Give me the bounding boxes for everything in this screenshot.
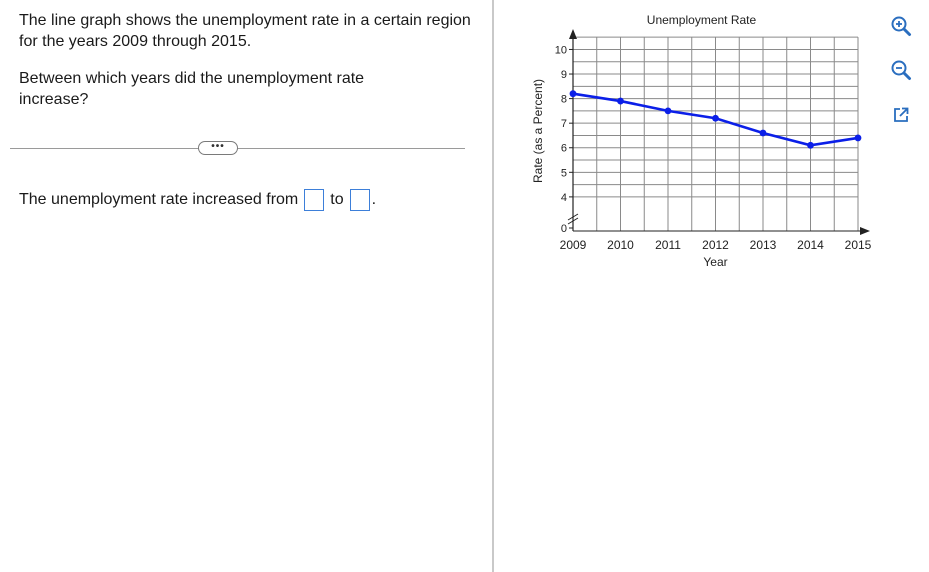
popout-button[interactable]	[889, 103, 913, 127]
y-axis-label: Rate (as a Percent)	[531, 79, 545, 183]
x-tick-label: 2013	[750, 238, 777, 252]
x-tick-label: 2014	[797, 238, 824, 252]
x-tick-label: 2015	[845, 238, 872, 252]
zoom-out-icon	[891, 60, 911, 80]
chart-container: 0 4 5 6 7 8 9 10 2009 2010 2011 2012 2013 2014 2015 Une…	[500, 0, 880, 290]
axis-break-mark	[567, 213, 579, 221]
answer-input-start-year[interactable]	[304, 189, 325, 211]
x-axis-label: Year	[703, 255, 727, 269]
x-tick-label: 2010	[607, 238, 634, 252]
answer-middle: to	[330, 191, 344, 208]
answer-prefix: The unemployment rate increased from	[19, 191, 299, 208]
x-tick-label: 2012	[702, 238, 729, 252]
zoom-out-button[interactable]	[889, 58, 913, 82]
y-tick-label: 9	[561, 69, 567, 81]
y-tick-label: 0	[561, 223, 567, 235]
data-point	[854, 134, 862, 142]
answer-input-end-year[interactable]	[349, 189, 370, 211]
y-axis-arrow	[569, 29, 577, 39]
y-tick-label: 7	[561, 118, 567, 130]
y-tick-label: 10	[555, 44, 567, 56]
axis-break-mark	[567, 217, 579, 225]
question-text: The line graph shows the unemployment ra…	[19, 12, 471, 50]
data-point	[617, 97, 624, 105]
y-tick-label: 8	[561, 94, 567, 106]
question-pane: The line graph shows the unemployment ra…	[10, 12, 471, 213]
answer-suffix: .	[371, 191, 377, 208]
question-prompt: Between which years did the unemployment…	[19, 70, 365, 108]
more-button[interactable]: •••	[198, 141, 238, 155]
data-point	[759, 129, 767, 137]
zoom-in-icon	[891, 16, 911, 36]
zoom-in-button[interactable]	[889, 14, 913, 38]
y-tick-label: 6	[561, 143, 567, 155]
y-tick-label: 4	[561, 192, 567, 204]
x-axis-arrow	[860, 227, 870, 235]
x-tick-label: 2009	[560, 238, 587, 252]
data-point	[569, 90, 577, 98]
pane-divider[interactable]	[492, 0, 494, 572]
data-point	[807, 141, 814, 149]
unemployment-chart: 0 4 5 6 7 8 9 10 2009 2010 2011 2012 2013 2014 2015 Une…	[531, 13, 872, 269]
y-tick-label: 5	[561, 167, 567, 179]
answer-row: The unemployment rate increased from to …	[19, 187, 376, 213]
chart-title: Unemployment Rate	[647, 13, 757, 27]
popout-icon	[894, 107, 909, 122]
data-point	[664, 107, 672, 115]
x-tick-label: 2011	[655, 238, 681, 252]
data-point	[712, 114, 719, 122]
